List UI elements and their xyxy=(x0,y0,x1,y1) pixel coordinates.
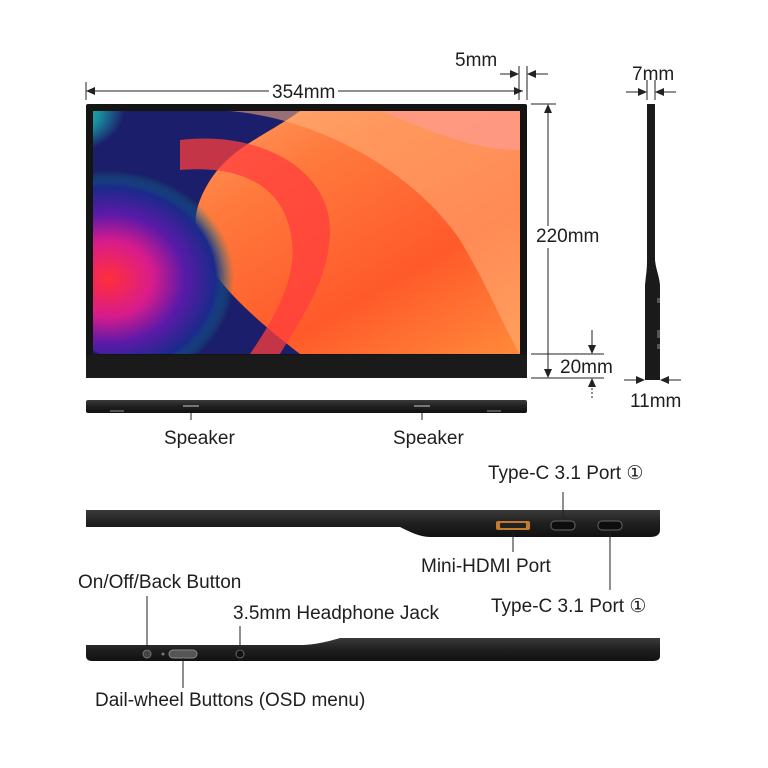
bezel-side-dimension xyxy=(500,66,548,100)
screen-wallpaper xyxy=(93,111,520,354)
thickness-bottom-label: 11mm xyxy=(630,391,682,412)
bezel-bottom-dimension xyxy=(531,330,604,398)
monitor-side-profile xyxy=(645,104,660,380)
width-label: 354mm xyxy=(269,82,339,104)
headphone-jack-label: 3.5mm Headphone Jack xyxy=(233,603,439,624)
type-c-port-bottom-label: Type-C 3.1 Port ① xyxy=(491,596,647,617)
monitor-bottom-view xyxy=(86,400,527,420)
monitor-right-edge-view xyxy=(86,492,660,590)
dial-wheel-label: Dail-wheel Buttons (OSD menu) xyxy=(95,690,366,711)
mini-hdmi-port-label: Mini-HDMI Port xyxy=(421,556,551,577)
thickness-top-label: 7mm xyxy=(632,64,675,85)
monitor-left-edge-view xyxy=(86,596,660,688)
monitor-front-view xyxy=(86,104,527,378)
thickness-bottom-dimension xyxy=(624,376,681,384)
type-c-port-top-label: Type-C 3.1 Port ① xyxy=(488,463,644,484)
power-button-label: On/Off/Back Button xyxy=(78,572,242,593)
speaker-left-label: Speaker xyxy=(164,428,235,449)
speaker-right-label: Speaker xyxy=(393,428,464,449)
bezel-bottom-label: 20mm xyxy=(560,357,613,378)
thickness-top-dimension xyxy=(626,80,676,100)
height-label: 220mm xyxy=(534,226,602,248)
bezel-side-label: 5mm xyxy=(455,50,498,71)
